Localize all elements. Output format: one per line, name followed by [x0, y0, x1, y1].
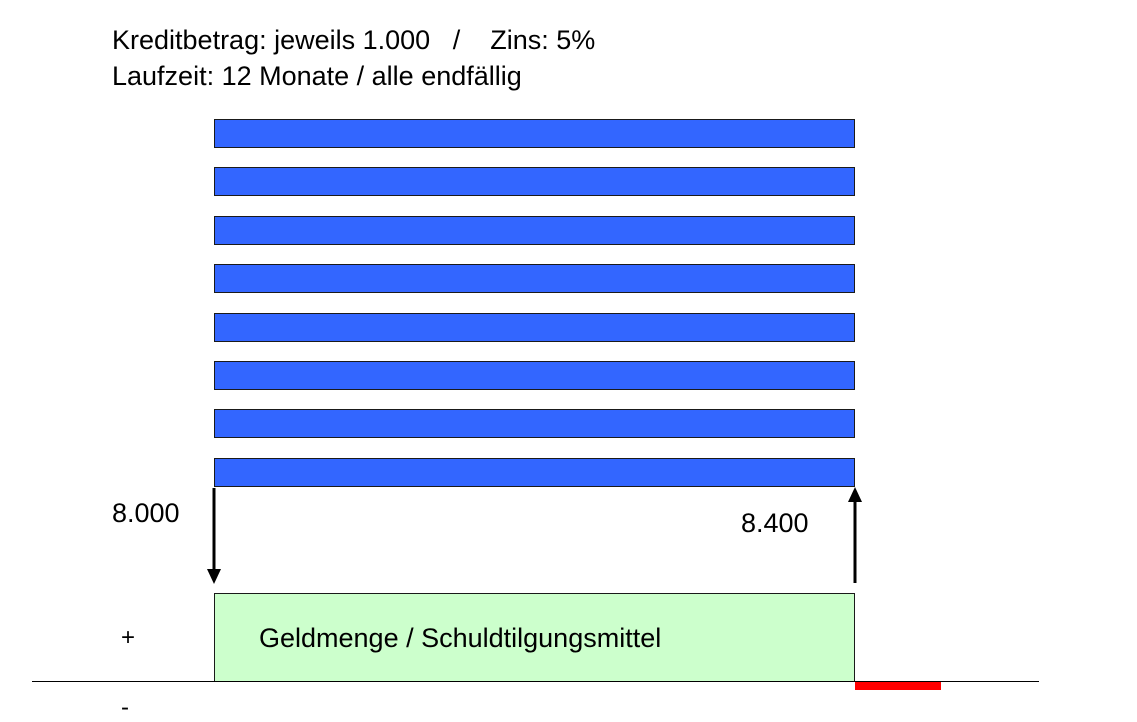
credit-bar — [214, 458, 855, 487]
down-arrow-icon — [207, 488, 221, 584]
plus-sign: + — [121, 624, 136, 651]
money-supply-box: Geldmenge / Schuldtilgungsmittel — [214, 593, 855, 682]
zero-baseline — [32, 681, 1039, 682]
credit-bar — [214, 167, 855, 196]
up-arrow-icon — [848, 487, 862, 583]
outflow-label: 8.000 — [112, 498, 180, 528]
money-supply-label: Geldmenge / Schuldtilgungsmittel — [259, 623, 662, 653]
header-loan-terms: Kreditbetrag: jeweils 1.000 / Zins: 5% — [112, 25, 596, 55]
credit-bar — [214, 361, 855, 390]
deficit-bar — [855, 682, 941, 690]
minus-sign: - — [121, 694, 129, 721]
header-duration: Laufzeit: 12 Monate / alle endfällig — [112, 61, 522, 91]
credit-bar — [214, 119, 855, 148]
credit-bar — [214, 409, 855, 438]
inflow-label: 8.400 — [741, 508, 809, 538]
credit-bar — [214, 264, 855, 293]
credit-bar — [214, 313, 855, 342]
credit-bar — [214, 216, 855, 245]
